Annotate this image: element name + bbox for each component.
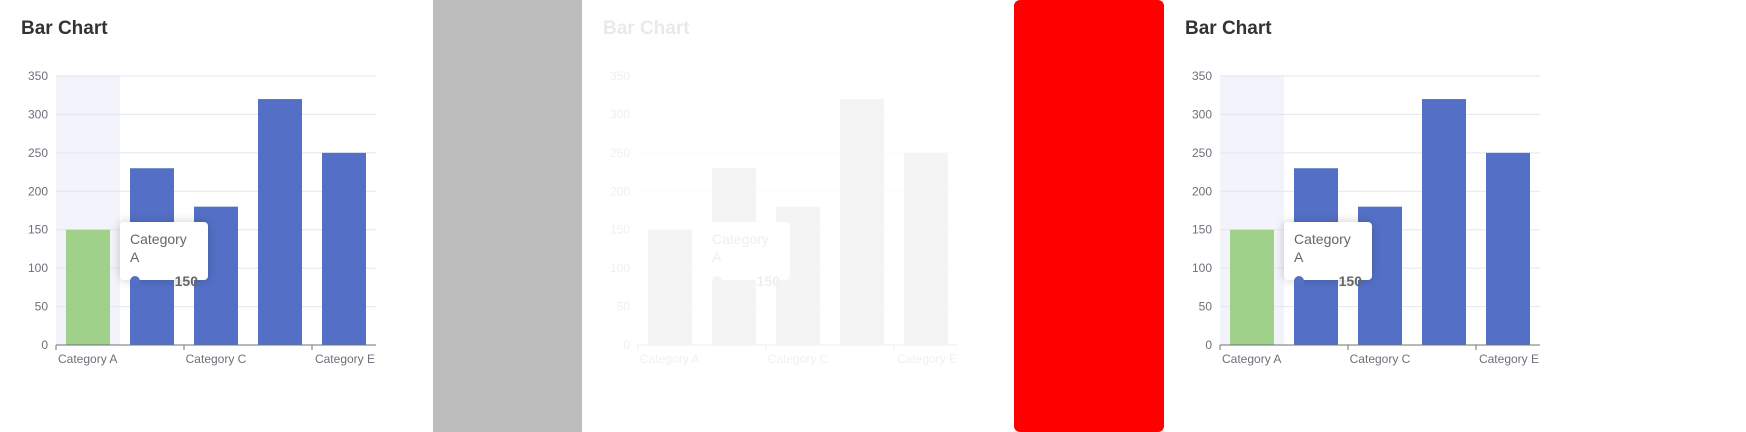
bar-category-b [712, 168, 756, 345]
y-tick-label: 150 [1192, 223, 1212, 237]
x-tick-label: Category E [897, 352, 957, 366]
tooltip-value: 150 [174, 273, 198, 289]
chart-panel-right: Bar Chart 0 50 100 150 200 250 300 350 Category A… [1164, 0, 1596, 432]
bar-category-e [904, 152, 948, 345]
y-tick-label: 200 [610, 184, 630, 198]
y-tick-label: 300 [1192, 107, 1212, 121]
y-tick-label: 100 [1192, 261, 1212, 275]
chart-tooltip: Category A 150 [120, 222, 208, 289]
blank-area [1596, 0, 1746, 432]
y-tick-label: 200 [1192, 184, 1212, 198]
y-tick-label: 300 [610, 107, 630, 121]
bar-category-e [322, 152, 366, 345]
chart-wrapper: Bar Chart 0 50 100 150 200 250 300 350 Category A… [1164, 0, 1596, 432]
chart-wrapper: Bar Chart 0 50 100 150 200 250 300 350 Category A… [582, 0, 1014, 432]
tooltip-series-dot-icon [712, 276, 722, 286]
y-tick-label: 300 [28, 107, 48, 121]
chart-title: Bar Chart [21, 18, 108, 39]
chart-panel-middle: Bar Chart 0 50 100 150 200 250 300 350 Category A… [582, 0, 1014, 432]
y-tick-label: 250 [1192, 146, 1212, 160]
tooltip-category: Category A [1294, 231, 1351, 265]
x-tick-label: Category C [768, 352, 829, 366]
x-tick-label: Category E [1479, 352, 1539, 366]
tooltip-row: 150 [130, 272, 198, 290]
chart-title: Bar Chart [1185, 18, 1272, 39]
tooltip-series-dot-icon [130, 276, 140, 286]
tooltip-value: 150 [756, 273, 780, 289]
bar-category-a [648, 229, 692, 345]
y-tick-label: 50 [1199, 300, 1213, 314]
y-tick-label: 350 [610, 69, 630, 83]
y-tick-label: 200 [28, 184, 48, 198]
y-tick-label: 350 [1192, 69, 1212, 83]
x-tick-label: Category A [1222, 352, 1281, 366]
bar-category-e [1486, 152, 1530, 345]
tooltip-row: 150 [1294, 272, 1362, 290]
y-tick-label: 0 [41, 338, 48, 352]
x-tick-label: Category A [58, 352, 117, 366]
bar-category-a [66, 229, 110, 345]
y-tick-label: 250 [28, 146, 48, 160]
chart-wrapper: Bar Chart 0 50 100 150 200 250 300 350 Category A… [0, 0, 433, 432]
y-tick-label: 150 [610, 223, 630, 237]
x-tick-label: Category E [315, 352, 375, 366]
y-tick-label: 100 [28, 261, 48, 275]
y-tick-label: 0 [623, 338, 630, 352]
chart-title: Bar Chart [603, 18, 690, 39]
bar-category-a [1230, 229, 1274, 345]
x-tick-label: Category C [1350, 352, 1411, 366]
y-tick-label: 50 [35, 300, 49, 314]
y-tick-label: 100 [610, 261, 630, 275]
gray-separator-band [433, 0, 582, 432]
x-tick-label: Category A [640, 352, 699, 366]
bar-category-d [258, 99, 302, 345]
x-tick-label: Category C [186, 352, 247, 366]
chart-tooltip: Category A 150 [702, 222, 790, 289]
bar-category-c [776, 206, 820, 345]
tooltip-category: Category A [130, 231, 187, 265]
tooltip-series-dot-icon [1294, 276, 1304, 286]
tooltip-category: Category A [712, 231, 769, 265]
tooltip-row: 150 [712, 272, 780, 290]
y-tick-label: 350 [28, 69, 48, 83]
y-tick-label: 50 [617, 300, 631, 314]
chart-panel-left: Bar Chart 0 50 100 150 200 250 300 350 Category A… [0, 0, 433, 432]
chart-tooltip: Category A 150 [1284, 222, 1372, 289]
bar-category-d [1422, 99, 1466, 345]
red-separator-band [1014, 0, 1164, 432]
y-tick-label: 0 [1205, 338, 1212, 352]
y-tick-label: 150 [28, 223, 48, 237]
tooltip-value: 150 [1338, 273, 1362, 289]
y-tick-label: 250 [610, 146, 630, 160]
bar-category-d [840, 99, 884, 345]
